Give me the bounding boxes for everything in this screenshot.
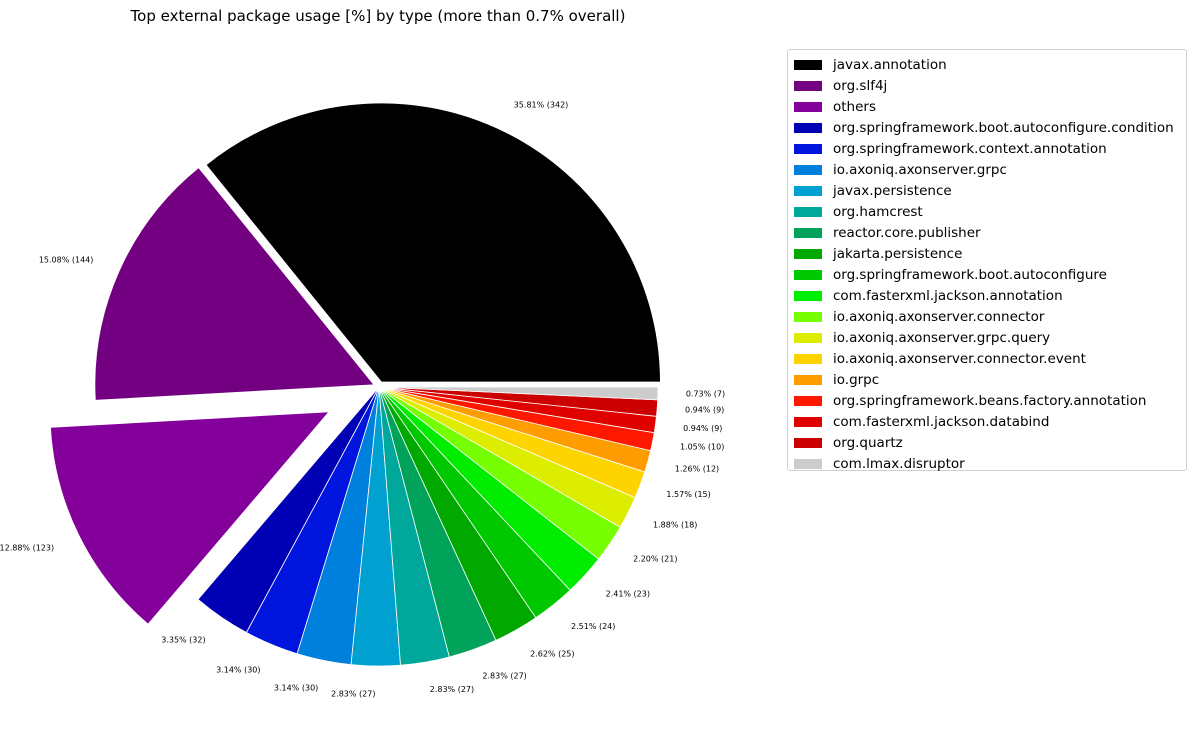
legend-item: javax.annotation <box>794 54 1186 75</box>
slice-label: 2.83% (27) <box>430 685 474 694</box>
legend-label: org.springframework.boot.autoconfigure <box>833 266 1107 283</box>
legend-item: javax.persistence <box>794 180 1186 201</box>
slice-label: 1.88% (18) <box>653 521 697 530</box>
legend-swatch <box>794 290 822 301</box>
legend-item: io.axoniq.axonserver.grpc.query <box>794 327 1186 348</box>
legend-label: org.slf4j <box>833 77 888 94</box>
slice-label: 0.94% (9) <box>685 406 724 415</box>
slice-label: 2.83% (27) <box>482 671 526 680</box>
chart-legend: javax.annotation org.slf4j others org.sprin… <box>787 49 1187 474</box>
legend-swatch <box>794 227 822 238</box>
legend-item: com.fasterxml.jackson.annotation <box>794 285 1186 306</box>
legend-item: org.springframework.beans.factory.annota… <box>794 390 1186 411</box>
legend-swatch <box>794 143 822 154</box>
legend-swatch <box>794 374 822 385</box>
chart-title: Top external package usage [%] by type (… <box>130 7 626 25</box>
legend-item: org.springframework.boot.autoconfigure <box>794 264 1186 285</box>
legend-label: io.axoniq.axonserver.connector <box>833 308 1045 325</box>
legend-swatch <box>794 59 822 70</box>
legend-item: io.grpc <box>794 369 1186 390</box>
legend-item: org.springframework.boot.autoconfigure.c… <box>794 117 1186 138</box>
legend-swatch <box>794 185 822 196</box>
legend-swatch <box>794 269 822 280</box>
slice-label: 2.62% (25) <box>530 650 574 659</box>
legend-swatch <box>794 353 822 364</box>
legend-label: org.springframework.boot.autoconfigure.c… <box>833 119 1174 136</box>
legend-swatch <box>794 206 822 217</box>
legend-label: javax.persistence <box>833 182 952 199</box>
slice-label: 1.26% (12) <box>675 464 719 473</box>
slice-label: 35.81% (342) <box>514 101 569 110</box>
legend-swatch <box>794 101 822 112</box>
legend-swatch <box>794 248 822 259</box>
slice-label: 15.08% (144) <box>39 256 94 265</box>
slice-label: 12.88% (123) <box>0 544 54 553</box>
legend-label: io.axoniq.axonserver.grpc <box>833 161 1007 178</box>
slice-label: 2.51% (24) <box>571 622 615 631</box>
legend-item: reactor.core.publisher <box>794 222 1186 243</box>
legend-label: javax.annotation <box>833 56 947 73</box>
legend-swatch <box>794 395 822 406</box>
legend-swatch <box>794 122 822 133</box>
slice-label: 1.57% (15) <box>666 490 710 499</box>
pie-slice-com-lmax-disruptor <box>378 386 659 401</box>
legend-item: io.axoniq.axonserver.connector <box>794 306 1186 327</box>
legend-swatch <box>794 164 822 175</box>
slice-label: 3.14% (30) <box>216 666 260 675</box>
legend-item: org.hamcrest <box>794 201 1186 222</box>
legend-label: org.quartz <box>833 434 903 451</box>
slice-label: 1.05% (10) <box>680 443 724 452</box>
legend-label: io.axoniq.axonserver.connector.event <box>833 350 1086 367</box>
legend-swatch <box>794 437 822 448</box>
pie-slice-others <box>50 411 330 625</box>
slice-label: 0.73% (7) <box>686 390 725 399</box>
pie-chart: 35.81% (342) 15.08% (144) 12.88% (123) 3.35… <box>0 101 725 699</box>
pie-slice-javax-annotation <box>205 102 661 383</box>
legend-label: io.grpc <box>833 371 880 388</box>
legend-swatch <box>794 416 822 427</box>
legend-swatch <box>794 458 822 469</box>
legend-label: com.fasterxml.jackson.databind <box>833 413 1050 430</box>
legend-item: org.slf4j <box>794 75 1186 96</box>
legend-label: others <box>833 98 876 115</box>
legend-label: org.hamcrest <box>833 203 923 220</box>
legend-item: com.fasterxml.jackson.databind <box>794 411 1186 432</box>
legend-item: org.springframework.context.annotation <box>794 138 1186 159</box>
legend-label: reactor.core.publisher <box>833 224 981 241</box>
slice-label: 0.94% (9) <box>683 424 722 433</box>
legend-item: others <box>794 96 1186 117</box>
legend-item: io.axoniq.axonserver.grpc <box>794 159 1186 180</box>
legend-item: org.quartz <box>794 432 1186 453</box>
slice-label: 3.35% (32) <box>161 636 205 645</box>
legend-swatch <box>794 332 822 343</box>
pie-slice-org-slf4j <box>94 167 375 401</box>
legend-item: io.axoniq.axonserver.connector.event <box>794 348 1186 369</box>
legend-item: jakarta.persistence <box>794 243 1186 264</box>
slice-label: 2.83% (27) <box>331 689 375 698</box>
legend-swatch <box>794 80 822 91</box>
legend-item: com.lmax.disruptor <box>794 453 1186 474</box>
slice-label: 2.41% (23) <box>606 589 650 598</box>
legend-label: jakarta.persistence <box>833 245 963 262</box>
legend-swatch <box>794 311 822 322</box>
legend-label: io.axoniq.axonserver.grpc.query <box>833 329 1051 346</box>
legend-label: com.fasterxml.jackson.annotation <box>833 287 1063 304</box>
legend-label: org.springframework.beans.factory.annota… <box>833 392 1147 409</box>
slice-label: 3.14% (30) <box>274 683 318 692</box>
slice-label: 2.20% (21) <box>633 555 677 564</box>
legend-label: org.springframework.context.annotation <box>833 140 1107 157</box>
legend-label: com.lmax.disruptor <box>833 455 965 472</box>
